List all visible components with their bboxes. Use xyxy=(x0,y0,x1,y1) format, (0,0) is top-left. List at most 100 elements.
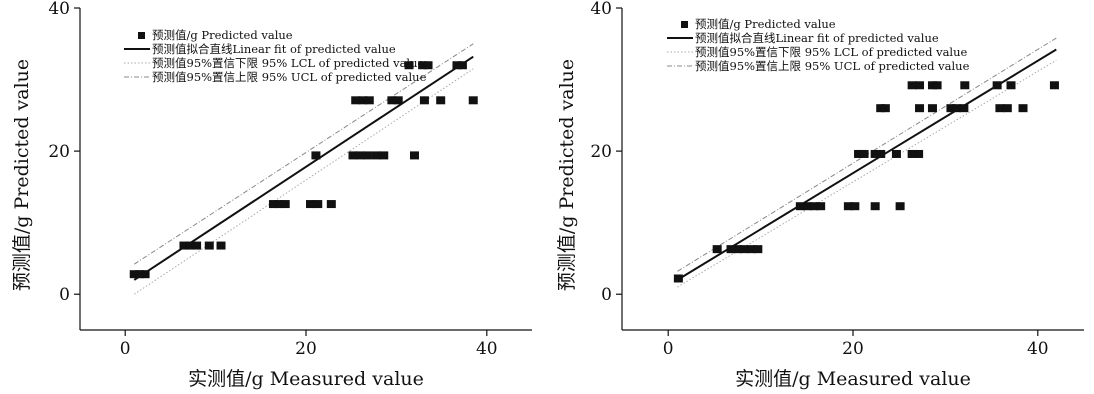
ucl-line xyxy=(133,43,474,265)
data-point xyxy=(850,202,860,211)
legend-label-fit: 预测值拟合直线Linear fit of predicted value xyxy=(695,31,939,45)
data-point xyxy=(951,104,961,113)
data-point xyxy=(457,61,467,70)
y-tick-label: 20 xyxy=(48,142,70,162)
data-point xyxy=(1006,81,1016,90)
data-point xyxy=(409,151,419,160)
data-point xyxy=(185,241,195,250)
data-point xyxy=(673,274,683,283)
data-point xyxy=(927,81,937,90)
chart-right: 0 20 40 0 20 40 实测值/g Measured value 预测值/g Pred… xyxy=(556,0,1084,390)
data-point xyxy=(306,200,316,209)
data-point xyxy=(216,241,226,250)
y-tick-label: 20 xyxy=(590,142,612,162)
y-tick-label: 40 xyxy=(590,0,612,19)
data-point xyxy=(915,81,925,90)
legend-marker-points xyxy=(681,21,688,28)
data-point xyxy=(140,270,150,279)
data-point xyxy=(927,104,937,113)
data-point xyxy=(348,151,358,160)
data-point xyxy=(358,96,368,105)
data-point xyxy=(1049,81,1059,90)
legend-label-fit: 预测值拟合直线Linear fit of predicted value xyxy=(152,42,396,56)
data-point xyxy=(204,241,214,250)
plot-area: 0 20 40 0 20 40 实测值/g Measured value 预测值/g Pred… xyxy=(11,0,532,390)
data-point xyxy=(268,200,278,209)
data-point xyxy=(726,245,736,254)
data-point xyxy=(393,96,403,105)
lcl-line xyxy=(133,68,474,295)
data-point xyxy=(452,61,462,70)
data-point xyxy=(379,151,389,160)
x-axis-title: 实测值/g Measured value xyxy=(735,368,971,390)
y-axis-title: 预测值/g Predicted value xyxy=(556,59,578,291)
x-axis-title: 实测值/g Measured value xyxy=(188,368,424,390)
data-point xyxy=(995,104,1005,113)
data-point xyxy=(418,61,428,70)
data-point xyxy=(362,151,372,160)
data-point xyxy=(992,81,1002,90)
data-point xyxy=(876,149,886,158)
x-tick-label: 0 xyxy=(120,339,131,359)
data-point xyxy=(355,151,365,160)
data-point xyxy=(803,202,813,211)
data-point xyxy=(387,96,397,105)
data-point xyxy=(809,202,819,211)
data-point xyxy=(1018,104,1028,113)
x-tick-label: 20 xyxy=(842,339,864,359)
data-point xyxy=(876,104,886,113)
y-axis-title: 预测值/g Predicted value xyxy=(11,59,33,291)
data-point xyxy=(351,96,361,105)
data-point xyxy=(468,96,478,105)
data-point xyxy=(746,245,756,254)
x-tick-label: 0 xyxy=(663,339,674,359)
legend-label-lcl: 预测值95%置信下限 95% LCL of predicted value xyxy=(152,56,425,70)
data-point xyxy=(959,104,969,113)
data-point xyxy=(816,202,826,211)
data-point xyxy=(436,96,446,105)
data-point xyxy=(895,202,905,211)
data-point xyxy=(326,200,336,209)
legend-label-ucl: 预测值95%置信上限 95% UCL of predicted value xyxy=(695,59,970,73)
legend-marker-points xyxy=(138,32,145,39)
data-point xyxy=(854,149,864,158)
x-tick-label: 40 xyxy=(1027,339,1049,359)
data-point xyxy=(946,104,956,113)
data-point xyxy=(404,61,414,70)
data-point xyxy=(423,61,433,70)
data-point xyxy=(870,202,880,211)
data-point xyxy=(914,149,924,158)
legend-label-points: 预测值/g Predicted value xyxy=(695,17,836,31)
data-point xyxy=(280,200,290,209)
data-point xyxy=(179,241,189,250)
data-point xyxy=(739,245,749,254)
data-point xyxy=(915,104,925,113)
data-point xyxy=(870,149,880,158)
data-point xyxy=(129,270,139,279)
data-point xyxy=(907,149,917,158)
y-tick-label: 0 xyxy=(601,285,612,305)
data-point xyxy=(843,202,853,211)
data-point xyxy=(274,200,284,209)
x-tick-label: 40 xyxy=(476,339,498,359)
data-point xyxy=(364,96,374,105)
data-point xyxy=(891,149,901,158)
data-point xyxy=(960,81,970,90)
data-point xyxy=(135,270,145,279)
data-point xyxy=(932,81,942,90)
data-point xyxy=(712,245,722,254)
data-point xyxy=(192,241,202,250)
data-point xyxy=(311,151,321,160)
y-tick-label: 0 xyxy=(59,285,70,305)
data-point xyxy=(733,245,742,254)
plot-area: 0 20 40 0 20 40 实测值/g Measured value 预测值/g Pred… xyxy=(556,0,1084,390)
legend-label-points: 预测值/g Predicted value xyxy=(152,28,293,42)
x-tick-label: 20 xyxy=(295,339,317,359)
data-point xyxy=(753,245,763,254)
y-tick-label: 40 xyxy=(48,0,70,19)
data-point xyxy=(419,96,429,105)
data-point xyxy=(907,81,917,90)
data-point xyxy=(795,202,805,211)
data-point xyxy=(880,104,890,113)
chart-left: 0 20 40 0 20 40 实测值/g Measured value 预测值/g Pred… xyxy=(11,0,532,390)
